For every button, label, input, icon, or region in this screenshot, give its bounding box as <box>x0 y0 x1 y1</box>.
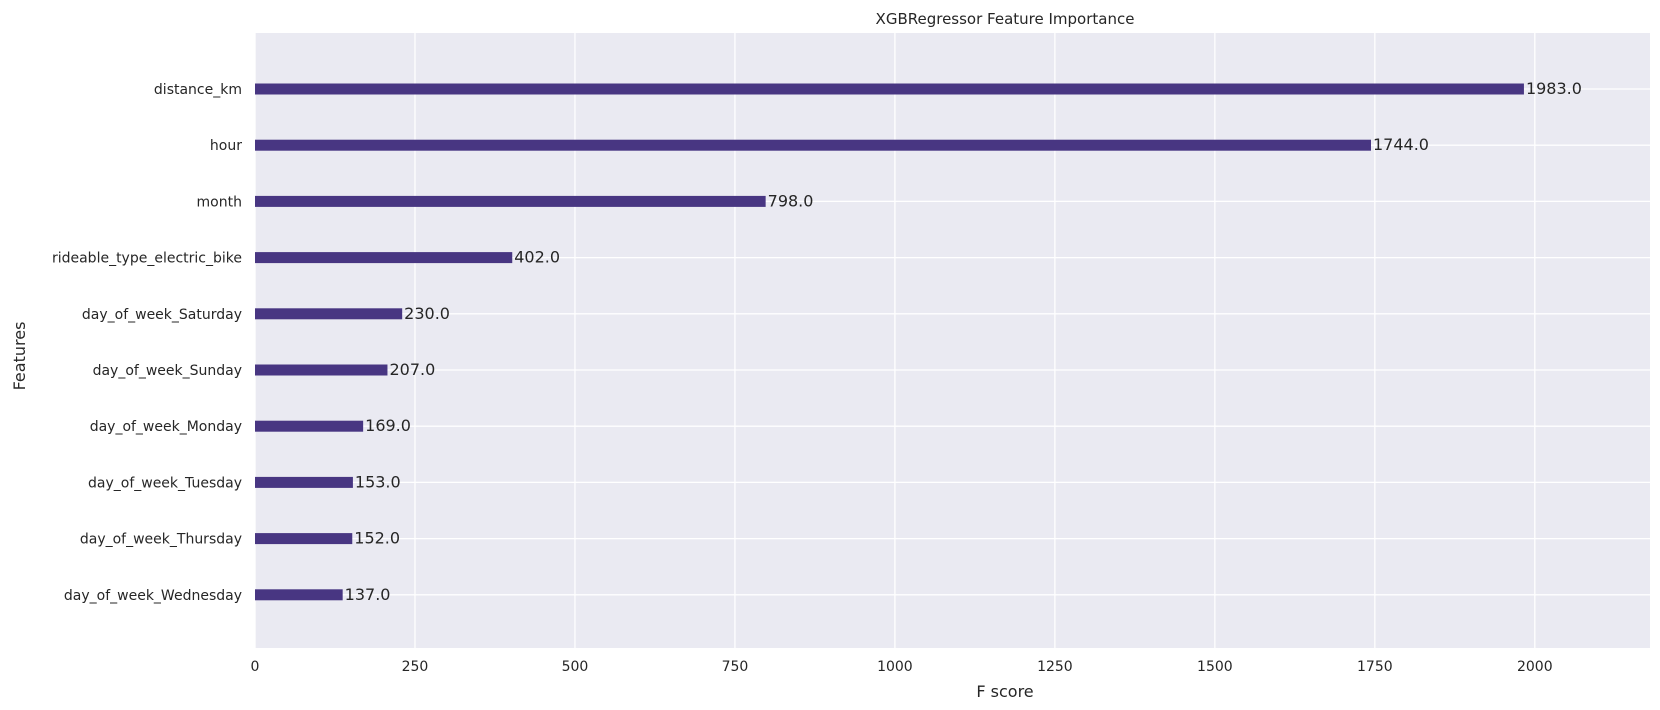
data-label: 798.0 <box>768 191 814 210</box>
x-tick-label: 1250 <box>1037 659 1073 675</box>
y-tick-label: hour <box>210 138 242 154</box>
bar <box>255 83 1524 95</box>
y-tick-label: distance_km <box>154 82 242 98</box>
y-tick-label: day_of_week_Wednesday <box>64 588 242 604</box>
bar <box>255 308 403 320</box>
bar <box>255 420 364 432</box>
x-tick-label: 750 <box>722 659 749 675</box>
x-axis-label: F score <box>976 682 1033 701</box>
data-label: 153.0 <box>355 472 401 491</box>
data-label: 230.0 <box>404 304 450 323</box>
bar <box>255 533 353 545</box>
bar <box>255 252 513 264</box>
data-label: 169.0 <box>365 416 411 435</box>
x-tick-label: 500 <box>562 659 589 675</box>
data-label: 1744.0 <box>1373 135 1429 154</box>
bar <box>255 589 343 601</box>
data-label: 137.0 <box>345 585 391 604</box>
data-label: 152.0 <box>354 529 400 548</box>
x-tick-label: 0 <box>251 659 260 675</box>
data-label: 207.0 <box>389 360 435 379</box>
y-tick-label: rideable_type_electric_bike <box>52 251 242 267</box>
x-tick-label: 1500 <box>1197 659 1233 675</box>
x-tick-label: 1000 <box>877 659 913 675</box>
y-tick-label: day_of_week_Monday <box>90 419 242 435</box>
bars <box>255 83 1524 601</box>
x-tick-label: 2000 <box>1517 659 1553 675</box>
y-tick-label: month <box>197 194 242 210</box>
y-tick-label: day_of_week_Sunday <box>93 363 242 379</box>
bar <box>255 195 766 207</box>
chart-title: XGBRegressor Feature Importance <box>876 10 1135 28</box>
y-tick-label: day_of_week_Tuesday <box>88 475 242 491</box>
bar <box>255 139 1371 151</box>
bar <box>255 364 388 376</box>
y-tick-label: day_of_week_Thursday <box>80 532 242 548</box>
bar <box>255 476 353 488</box>
data-labels: 1983.0 1744.0 798.0 402.0 230.0 207.0 169.0 153… <box>345 79 1582 604</box>
x-tick-label: 1750 <box>1357 659 1393 675</box>
x-tick-labels: 0 250 500 750 1000 1250 1500 1750 2000 <box>251 659 1553 675</box>
y-tick-label: day_of_week_Saturday <box>82 307 242 323</box>
plot-background <box>255 33 1650 648</box>
data-label: 1983.0 <box>1526 79 1582 98</box>
data-label: 402.0 <box>514 248 560 267</box>
y-axis-label: Features <box>10 322 29 391</box>
x-tick-label: 250 <box>402 659 429 675</box>
